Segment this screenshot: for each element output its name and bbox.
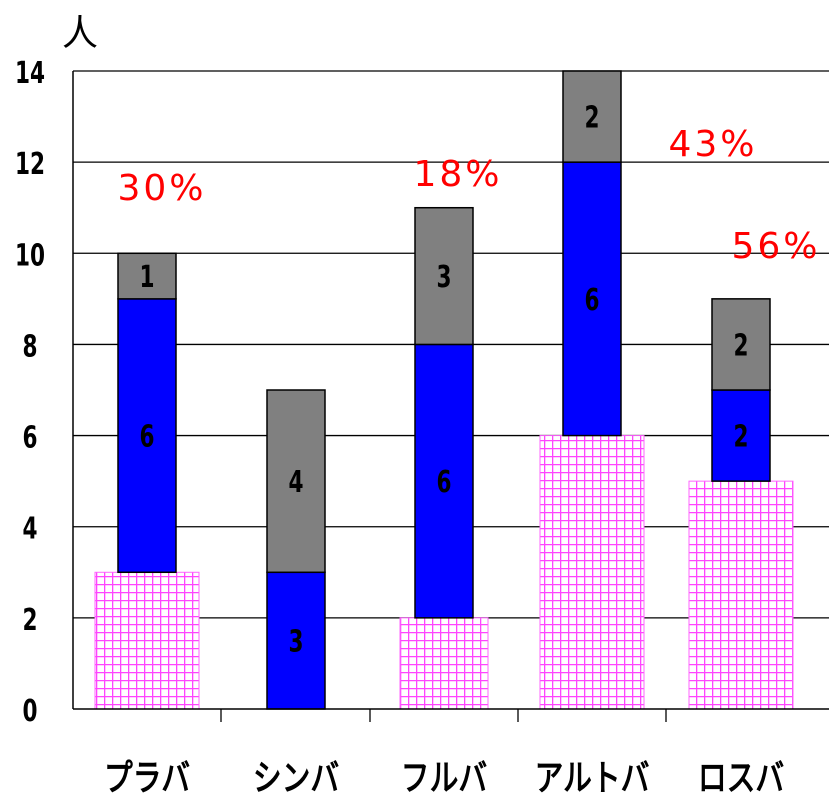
bar-segment (711, 298, 771, 391)
data-label: 2 (733, 329, 748, 363)
bar-segment (266, 389, 326, 574)
bar-segment (399, 617, 489, 710)
bars (94, 70, 794, 710)
percent-annotation: 43% (668, 124, 757, 165)
y-tick-label: 12 (15, 148, 45, 182)
data-label: 2 (733, 420, 748, 454)
y-axis-label: 人 (62, 13, 98, 54)
category-label: プラバ (104, 757, 190, 799)
y-tick-label: 6 (22, 421, 37, 455)
axes (72, 71, 829, 722)
category-label: シンバ (253, 757, 339, 799)
bar-segment (688, 480, 794, 710)
y-tick-label: 0 (22, 695, 37, 729)
data-label: 1 (139, 261, 154, 295)
data-label: 6 (584, 283, 599, 317)
percent-annotation: 18% (413, 154, 502, 195)
data-label: 3 (436, 261, 451, 295)
bar-segment (117, 252, 177, 300)
data-label: 6 (139, 420, 154, 454)
y-tick-label: 10 (15, 239, 45, 273)
percent-annotation: 30% (117, 168, 206, 209)
y-tick-label: 14 (15, 57, 45, 91)
bar-segment (414, 206, 474, 346)
bar-segment (94, 571, 200, 710)
bar-segment (562, 161, 622, 437)
data-label: 4 (288, 466, 303, 500)
bar-segment (266, 571, 326, 710)
data-label: 6 (436, 466, 451, 500)
data-label: 3 (288, 625, 303, 659)
y-tick-label: 4 (22, 512, 37, 546)
bar-segment (562, 70, 622, 163)
bar-segment (711, 389, 771, 482)
category-label: アルトバ (535, 757, 650, 799)
bar-segment (414, 343, 474, 619)
bar-segment (539, 435, 645, 710)
category-label: ロスバ (698, 757, 784, 799)
labels: 0 2 4 6 8 10 12 14 人 6 1 プラバ 30% 3 4 シンバ 6 3 フルバ 18% 6 2 アルトバ 4… (15, 13, 820, 799)
category-label: フルバ (401, 757, 487, 799)
data-label: 2 (584, 101, 599, 135)
percent-annotation: 56% (731, 226, 820, 267)
y-tick-label: 2 (22, 603, 37, 637)
y-tick-label: 8 (22, 330, 37, 364)
bar-segment (117, 298, 177, 574)
